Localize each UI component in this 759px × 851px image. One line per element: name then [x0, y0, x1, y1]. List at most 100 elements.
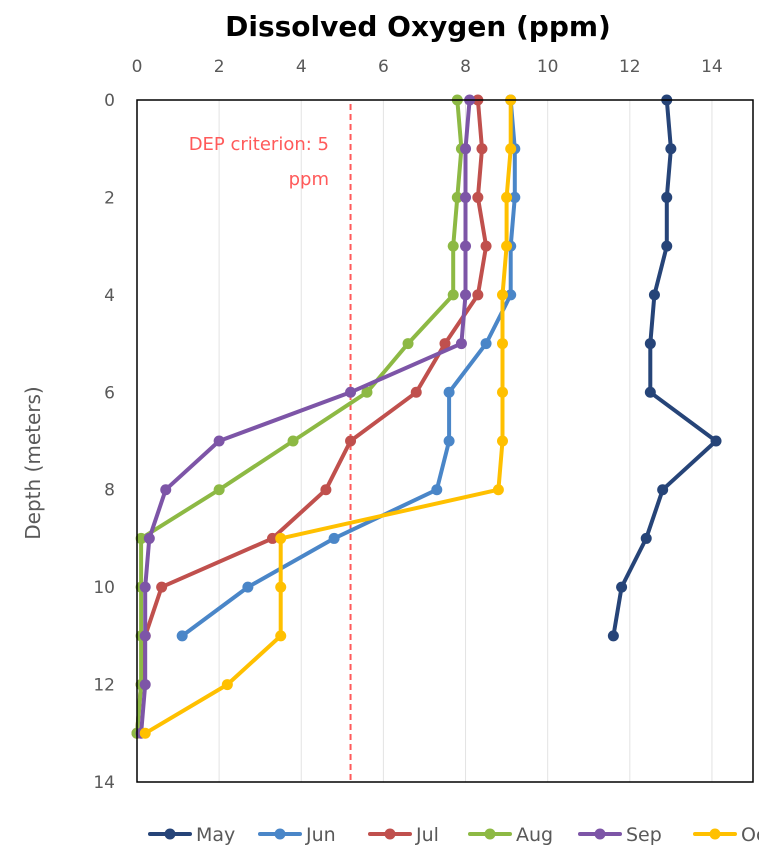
y-tick-label-10: 10 [93, 578, 115, 598]
legend-entry-oct: Oct [693, 824, 759, 846]
point-oct-8 [492, 484, 504, 496]
point-sep-1 [460, 143, 472, 155]
series-line-sep [139, 98, 472, 736]
point-sep-4 [460, 289, 472, 301]
point-jul-5 [439, 338, 451, 350]
series-oct [139, 94, 517, 739]
series-jul [131, 94, 492, 739]
y-tick-label-2: 2 [104, 188, 115, 208]
point-oct-5 [496, 338, 508, 350]
point-aug-4 [447, 289, 459, 301]
y-tick-label-12: 12 [93, 676, 115, 696]
series-aug [131, 94, 467, 739]
legend-marker-aug [484, 828, 496, 840]
point-sep-3 [460, 240, 472, 252]
point-jul-10 [156, 581, 168, 593]
point-aug-5 [402, 338, 414, 350]
point-aug-9 [135, 532, 147, 544]
point-jun-10 [242, 581, 254, 593]
legend-label-aug: Aug [516, 824, 553, 846]
point-jul-1 [476, 143, 488, 155]
point-oct-10 [275, 581, 287, 593]
y-tick-label-6: 6 [104, 383, 115, 403]
point-sep-9 [143, 532, 155, 544]
x-tick-label-14: 14 [701, 57, 723, 77]
point-jul-3 [480, 240, 492, 252]
legend-label-sep: Sep [626, 824, 662, 846]
criterion-label-line1: DEP criterion: 5 [189, 134, 329, 155]
point-sep-6 [345, 386, 357, 398]
x-tick-label-2: 2 [214, 57, 225, 77]
y-tick-label-0: 0 [104, 91, 115, 111]
legend-marker-jul [384, 828, 396, 840]
series-sep [135, 94, 476, 739]
point-may-6 [644, 386, 656, 398]
y-tick-label-8: 8 [104, 481, 115, 501]
x-tick-label-6: 6 [378, 57, 389, 77]
series-line-may [611, 98, 718, 638]
point-may-4 [648, 289, 660, 301]
legend-label-may: May [196, 824, 235, 846]
x-tick-label-0: 0 [132, 57, 143, 77]
point-oct-2 [501, 191, 513, 203]
point-jun-5 [480, 338, 492, 350]
point-may-2 [661, 191, 673, 203]
series-line-aug [135, 98, 464, 736]
x-tick-label-10: 10 [537, 57, 559, 77]
point-jun-4 [505, 289, 517, 301]
point-oct-6 [496, 386, 508, 398]
x-tick-label-12: 12 [619, 57, 641, 77]
y-tick-label-14: 14 [93, 773, 115, 793]
point-jul-8 [320, 484, 332, 496]
legend-marker-oct [709, 828, 721, 840]
legend-entry-aug: Aug [468, 824, 553, 846]
series-line-oct [143, 98, 513, 736]
point-jun-7 [443, 435, 455, 447]
legend-entry-jul: Jul [368, 824, 439, 846]
point-jun-6 [443, 386, 455, 398]
chart-title: Dissolved Oxygen (ppm) [225, 10, 611, 43]
y-tick-label-4: 4 [104, 286, 115, 306]
point-jul-7 [345, 435, 357, 447]
point-aug-2 [451, 191, 463, 203]
legend-entry-sep: Sep [578, 824, 662, 846]
y-tick-labels: 0 2 4 6 8 10 12 14 [93, 91, 115, 793]
point-oct-9 [275, 532, 287, 544]
point-oct-1 [505, 143, 517, 155]
point-may-3 [661, 240, 673, 252]
point-jun-8 [431, 484, 443, 496]
legend-label-jul: Jul [415, 824, 439, 846]
criterion-label-line2: ppm [289, 169, 329, 190]
point-sep-8 [160, 484, 172, 496]
legend-entry-jun: Jun [258, 824, 336, 846]
legend-marker-jun [274, 828, 286, 840]
point-jul-9 [267, 532, 279, 544]
legend-label-jun: Jun [305, 824, 336, 846]
point-sep-10 [139, 581, 151, 593]
series-line-jul [135, 98, 489, 736]
point-aug-8 [213, 484, 225, 496]
point-sep-2 [460, 191, 472, 203]
point-oct-4 [496, 289, 508, 301]
point-may-7 [710, 435, 722, 447]
series-may [607, 94, 722, 642]
point-jul-6 [410, 386, 422, 398]
series-line-jun [180, 98, 517, 638]
point-aug-7 [287, 435, 299, 447]
plot-frame [136, 99, 754, 783]
legend-marker-may [164, 828, 176, 840]
point-oct-13 [139, 727, 151, 739]
point-may-1 [665, 143, 677, 155]
legend-label-oct: Oct [741, 824, 759, 846]
point-sep-11 [139, 630, 151, 642]
point-jul-2 [472, 191, 484, 203]
x-tick-label-4: 4 [296, 57, 307, 77]
legend: May Jun Jul Aug Sep Oct [148, 824, 759, 846]
point-sep-7 [213, 435, 225, 447]
point-sep-12 [139, 679, 151, 691]
point-oct-3 [501, 240, 513, 252]
point-jun-2 [509, 191, 521, 203]
point-jun-11 [176, 630, 188, 642]
point-sep-5 [455, 338, 467, 350]
